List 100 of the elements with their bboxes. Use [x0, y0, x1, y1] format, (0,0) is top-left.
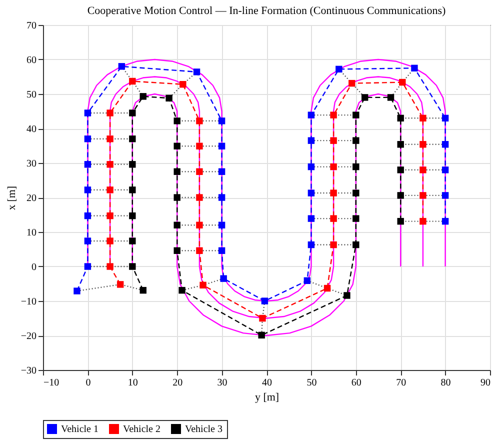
legend-label: Vehicle 1	[61, 424, 98, 435]
point	[174, 168, 180, 175]
point	[174, 222, 180, 228]
point	[174, 142, 180, 150]
point	[129, 110, 136, 116]
point	[352, 190, 360, 196]
point	[218, 142, 226, 150]
point	[129, 161, 136, 168]
point	[442, 192, 449, 199]
point	[330, 112, 337, 118]
point	[106, 135, 114, 142]
point	[397, 166, 404, 174]
point	[106, 161, 114, 168]
point	[308, 112, 315, 118]
point	[106, 238, 114, 244]
point	[84, 135, 92, 142]
point	[308, 215, 315, 222]
y-tick-label: −30	[20, 366, 36, 376]
point	[106, 263, 114, 270]
point	[129, 186, 136, 194]
point	[84, 186, 92, 194]
point	[84, 161, 92, 168]
x-tick-label: 10	[128, 378, 138, 388]
point	[196, 247, 203, 254]
point	[420, 141, 426, 148]
point	[308, 190, 315, 196]
legend-label: Vehicle 3	[185, 424, 222, 435]
x-tick-label: 20	[172, 378, 183, 388]
point	[442, 141, 449, 148]
point	[106, 186, 114, 194]
point	[129, 263, 136, 270]
y-tick-label: 50	[26, 90, 36, 100]
point	[196, 168, 203, 175]
x-tick-label: −10	[44, 378, 60, 388]
y-tick-label: 0	[32, 262, 36, 273]
point	[442, 166, 449, 174]
point	[196, 142, 203, 150]
point	[352, 112, 360, 118]
point	[397, 114, 404, 122]
point	[106, 212, 114, 220]
x-axis-title: y [m]	[254, 392, 280, 404]
point	[308, 241, 315, 248]
point	[420, 218, 426, 225]
point	[330, 137, 337, 144]
point	[442, 218, 449, 225]
point	[84, 110, 92, 116]
y-axis-title: x [m]	[6, 186, 18, 210]
point	[218, 194, 226, 201]
point	[174, 247, 180, 254]
point	[196, 194, 203, 201]
y-tick-label: 70	[26, 20, 36, 32]
point	[330, 190, 337, 196]
point	[218, 247, 226, 254]
legend-label: Vehicle 2	[123, 424, 160, 435]
point	[174, 118, 180, 124]
point	[196, 118, 203, 124]
point	[308, 137, 315, 144]
point	[330, 241, 337, 248]
point	[397, 141, 404, 148]
point	[397, 218, 404, 225]
y-tick-label: 60	[26, 55, 36, 66]
y-tick-label: 10	[26, 228, 36, 238]
chart-title: Cooperative Motion Control — In-line Formation (Continuous Communications)	[87, 5, 446, 17]
x-tick-label: 30	[217, 378, 228, 388]
point	[174, 194, 180, 201]
x-tick-label: 60	[351, 378, 362, 388]
x-tick-label: 80	[440, 378, 451, 388]
y-tick-label: 30	[26, 158, 36, 170]
point	[330, 163, 337, 170]
y-tick-label: 20	[26, 193, 36, 204]
point	[106, 110, 114, 116]
point	[129, 212, 136, 220]
y-tick-label: 40	[26, 124, 36, 135]
point	[129, 135, 136, 142]
x-tick-label: 70	[396, 378, 406, 388]
point	[84, 263, 92, 270]
point	[352, 137, 360, 144]
point	[352, 241, 360, 248]
point	[397, 192, 404, 199]
point	[352, 163, 360, 170]
point	[420, 114, 426, 122]
point	[218, 222, 226, 228]
y-tick-label: −20	[20, 331, 36, 342]
point	[84, 238, 92, 244]
point	[420, 192, 426, 199]
x-tick-label: 50	[306, 378, 317, 388]
y-tick-label: −10	[20, 296, 36, 308]
point	[196, 222, 203, 228]
point	[442, 114, 449, 122]
point	[308, 163, 315, 170]
x-tick-label: 90	[480, 378, 490, 388]
point	[218, 168, 226, 175]
point	[330, 215, 337, 222]
point	[420, 166, 426, 174]
x-tick-label: 0	[86, 378, 91, 388]
point	[129, 238, 136, 244]
point	[84, 212, 92, 220]
x-tick-label: 40	[262, 378, 272, 388]
point	[352, 215, 360, 222]
point	[218, 118, 226, 124]
